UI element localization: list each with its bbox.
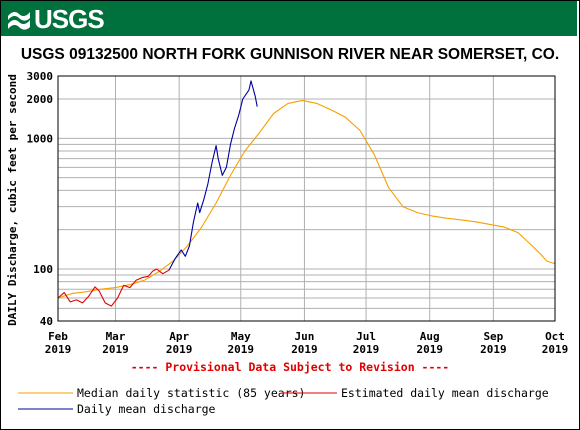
x-tick-month: Jun (295, 330, 315, 343)
plot-area-border (57, 75, 556, 322)
x-tick-year: 2019 (102, 343, 129, 356)
y-tick-label: 100 (33, 263, 53, 276)
series-line-median-daily-statistic-85-years (57, 99, 556, 299)
x-tick-year: 2019 (166, 343, 193, 356)
legend-label: Estimated daily mean discharge (341, 386, 549, 400)
legend-label: Daily mean discharge (77, 402, 216, 416)
series-line-daily-mean-discharge (168, 80, 258, 271)
x-tick-month: Mar (106, 330, 126, 343)
usgs-logo[interactable]: USGS (7, 4, 105, 34)
x-tick-labels: Feb2019Mar2019Apr2019May2019Jun2019Jul20… (45, 330, 569, 356)
series-layer (57, 80, 556, 307)
y-tick-label: 1000 (27, 132, 54, 145)
usgs-logo-text: USGS (34, 4, 105, 34)
y-tick-labels: 40 100 1000 2000 3000 (27, 70, 54, 328)
x-tick-year: 2019 (542, 343, 569, 356)
y-tick-label: 2000 (27, 93, 54, 106)
y-tick-label: 40 (40, 315, 53, 328)
x-tick-year: 2019 (45, 343, 72, 356)
chart-title: USGS 09132500 NORTH FORK GUNNISON RIVER … (21, 46, 559, 63)
x-tick-month: Sep (483, 330, 503, 343)
discharge-chart: USGS 09132500 NORTH FORK GUNNISON RIVER … (6, 46, 569, 416)
y-tick-label: 3000 (27, 70, 54, 83)
series-line-estimated-daily-mean-discharge (57, 268, 170, 307)
x-tick-year: 2019 (228, 343, 255, 356)
y-axis-label: DAILY Discharge, cubic feet per second (6, 74, 19, 326)
x-tick-month: May (231, 330, 251, 343)
x-tick-year: 2019 (480, 343, 507, 356)
x-tick-month: Oct (545, 330, 565, 343)
x-tick-month: Apr (169, 330, 189, 343)
x-tick-year: 2019 (416, 343, 443, 356)
x-tick-month: Jul (356, 330, 376, 343)
x-tick-month: Feb (48, 330, 68, 343)
x-tick-year: 2019 (291, 343, 318, 356)
usgs-wave-logo-icon (8, 11, 30, 30)
legend-label: Median daily statistic (85 years) (77, 386, 305, 400)
x-tick-year: 2019 (353, 343, 380, 356)
legend: Median daily statistic (85 years) Estimat… (18, 386, 549, 416)
usgs-header-banner: USGS (1, 1, 577, 36)
x-tick-month: Aug (420, 330, 440, 343)
provisional-annotation: ---- Provisional Data Subject to Revisio… (131, 360, 450, 374)
